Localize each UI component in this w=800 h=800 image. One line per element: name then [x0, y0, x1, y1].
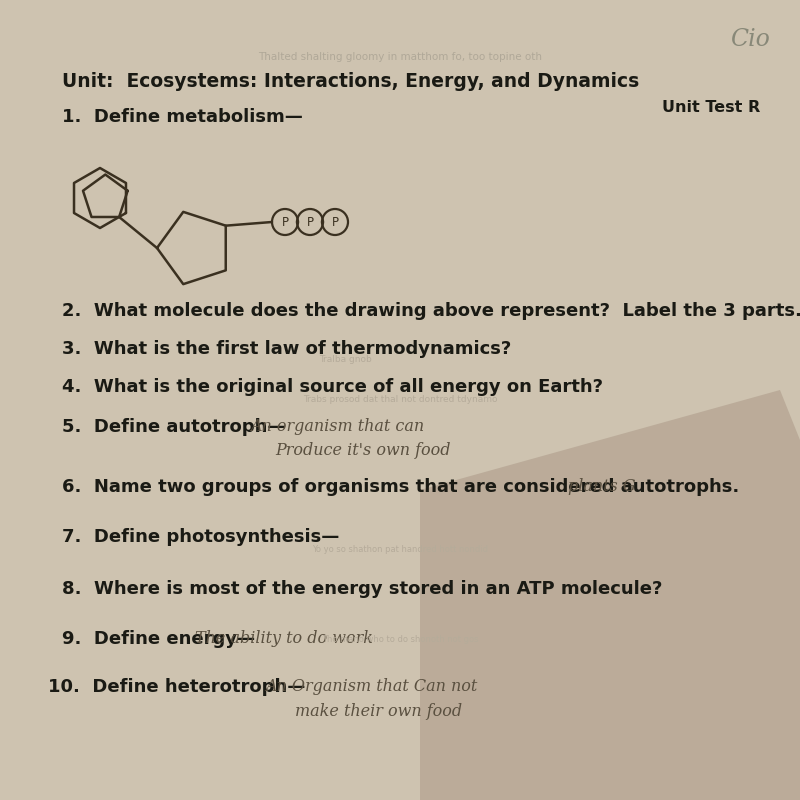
- Text: The ability to do work: The ability to do work: [195, 630, 373, 647]
- Text: 9.  Define energy—: 9. Define energy—: [62, 630, 255, 648]
- Text: 7.  Define photosynthesis—: 7. Define photosynthesis—: [62, 528, 339, 546]
- Text: Unit:  Ecosystems: Interactions, Energy, and Dynamics: Unit: Ecosystems: Interactions, Energy, …: [62, 72, 639, 91]
- Text: 10.  Define heterotroph—: 10. Define heterotroph—: [48, 678, 306, 696]
- Text: 3.  What is the first law of thermodynamics?: 3. What is the first law of thermodynami…: [62, 340, 511, 358]
- Text: 2.  What molecule does the drawing above represent?  Label the 3 parts.: 2. What molecule does the drawing above …: [62, 302, 800, 320]
- Text: Unit Test R: Unit Test R: [662, 100, 760, 115]
- Text: Yo yo so shathon pat handred hott nondid: Yo yo so shathon pat handred hott nondid: [312, 545, 488, 554]
- Text: plants G: plants G: [568, 478, 636, 495]
- Text: 8.  Where is most of the energy stored in an ATP molecule?: 8. Where is most of the energy stored in…: [62, 580, 662, 598]
- Text: make their own food: make their own food: [295, 703, 462, 720]
- Text: Produce it's own food: Produce it's own food: [275, 442, 450, 459]
- Text: 1.  Define metabolism—: 1. Define metabolism—: [62, 108, 303, 126]
- Text: Thalted shalting gloomy in matthom fo, too topine oth: Thalted shalting gloomy in matthom fo, t…: [258, 52, 542, 62]
- Text: Trabs prosod dat thal not dontred tdynamo: Trabs prosod dat thal not dontred tdynam…: [302, 395, 498, 404]
- Text: P: P: [282, 215, 289, 229]
- Text: Tralba gnob: Tralba gnob: [319, 355, 481, 364]
- Text: P: P: [306, 215, 314, 229]
- Text: An Organism that Can not: An Organism that Can not: [265, 678, 478, 695]
- Text: Cio: Cio: [730, 28, 770, 51]
- Text: 6.  Name two groups of organisms that are considered autotrophs.: 6. Name two groups of organisms that are…: [62, 478, 739, 496]
- Polygon shape: [420, 390, 800, 800]
- Text: An organism that can: An organism that can: [250, 418, 424, 435]
- Text: 4.  What is the original source of all energy on Earth?: 4. What is the original source of all en…: [62, 378, 603, 396]
- Text: 5.  Define autotroph—: 5. Define autotroph—: [62, 418, 286, 436]
- Text: Tho mano who to do shonoth not gos: Tho mano who to do shonoth not gos: [322, 635, 478, 644]
- Text: P: P: [331, 215, 338, 229]
